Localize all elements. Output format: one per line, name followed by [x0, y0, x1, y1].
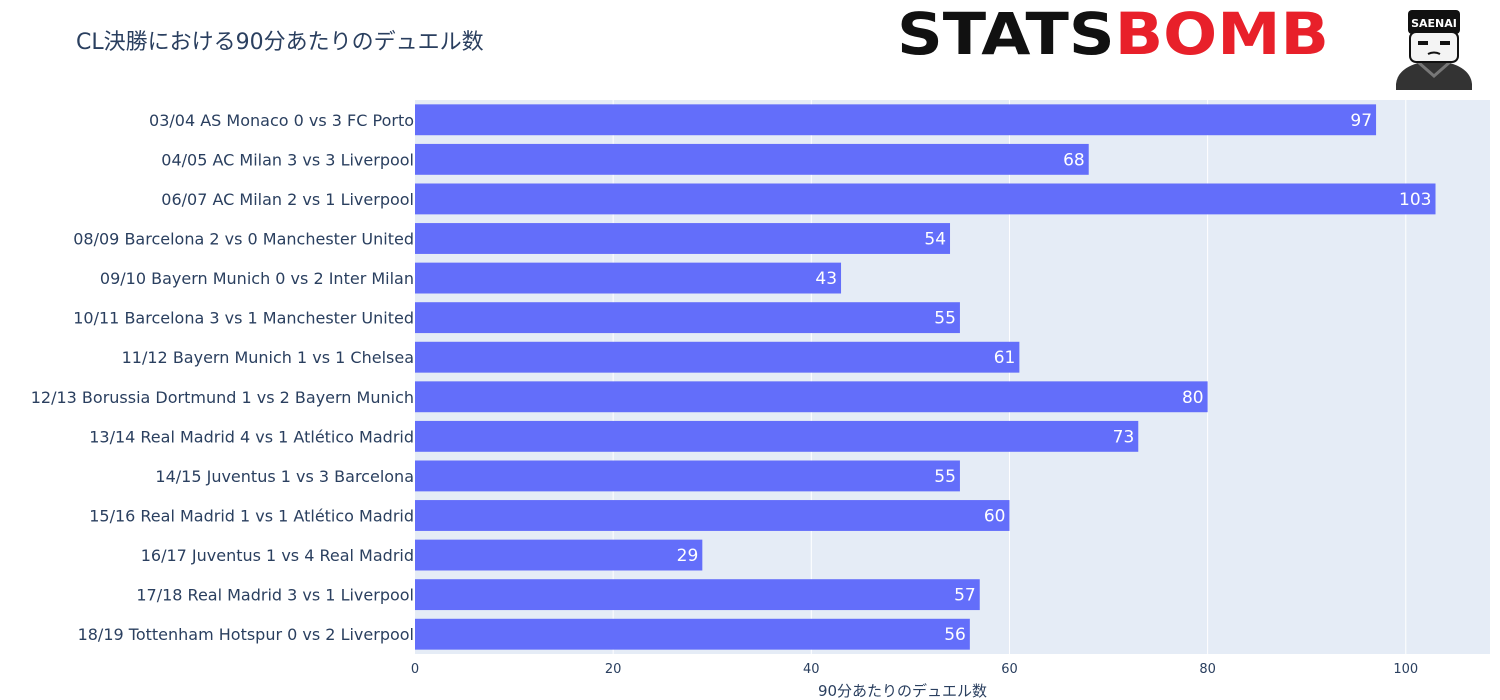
bar: [415, 302, 960, 334]
saenai-logo: SAENAI: [1396, 10, 1472, 90]
category-label: 06/07 AC Milan 2 vs 1 Liverpool: [161, 190, 414, 209]
chart-title: CL決勝における90分あたりのデュエル数: [76, 30, 484, 55]
x-tick-label: 60: [1001, 662, 1018, 677]
category-label: 11/12 Bayern Munich 1 vs 1 Chelsea: [122, 348, 414, 367]
category-label: 14/15 Juventus 1 vs 3 Barcelona: [155, 467, 414, 486]
bar-value-label: 68: [1063, 150, 1085, 170]
bar: [415, 223, 951, 254]
saenai-logo-text: SAENAI: [1411, 17, 1457, 30]
bar: [415, 460, 960, 492]
bar-value-label: 80: [1182, 388, 1204, 408]
plot-background: [415, 100, 1490, 654]
category-label: 03/04 AS Monaco 0 vs 3 FC Porto: [149, 111, 414, 130]
x-tick-label: 80: [1199, 662, 1216, 677]
bar: [415, 381, 1208, 413]
bar-value-label: 103: [1399, 190, 1431, 210]
bar: [415, 420, 1139, 452]
bar: [415, 618, 970, 650]
bar-value-label: 60: [984, 507, 1006, 527]
bar-value-label: 29: [677, 546, 699, 566]
category-label: 09/10 Bayern Munich 0 vs 2 Inter Milan: [100, 269, 414, 288]
category-labels: 03/04 AS Monaco 0 vs 3 FC Porto 04/05 AC …: [31, 111, 414, 644]
category-label: 15/16 Real Madrid 1 vs 1 Atlético Madrid: [89, 507, 414, 526]
category-label: 12/13 Borussia Dortmund 1 vs 2 Bayern Mu…: [31, 388, 414, 407]
category-label: 10/11 Barcelona 3 vs 1 Manchester United: [73, 309, 414, 328]
bar: [415, 143, 1089, 175]
category-label: 04/05 AC Milan 3 vs 3 Liverpool: [161, 150, 414, 169]
x-axis-title: 90分あたりのデュエル数: [818, 682, 987, 700]
bar-value-label: 56: [944, 625, 966, 645]
category-label: 13/14 Real Madrid 4 vs 1 Atlético Madrid: [89, 427, 414, 446]
category-label: 18/19 Tottenham Hotspur 0 vs 2 Liverpool: [78, 625, 414, 644]
bar-value-label: 55: [934, 467, 956, 487]
bar-value-label: 73: [1113, 427, 1135, 447]
x-tick-label: 40: [803, 662, 820, 677]
x-tick-labels: 0 20 40 60 80 100: [411, 662, 1418, 677]
bar: [415, 104, 1377, 136]
bar-value-label: 55: [934, 309, 956, 329]
bars: 97 68 103 54 43 55 61 80 73 55 60 29 57 56: [415, 104, 1436, 650]
category-label: 17/18 Real Madrid 3 vs 1 Liverpool: [136, 586, 414, 605]
bar: [415, 262, 842, 294]
category-label: 16/17 Juventus 1 vs 4 Real Madrid: [141, 546, 414, 565]
x-tick-label: 0: [411, 662, 419, 677]
bar: [415, 183, 1436, 215]
x-tick-label: 20: [605, 662, 622, 677]
bar-value-label: 61: [994, 348, 1016, 368]
bar: [415, 500, 1010, 531]
bar-value-label: 43: [815, 269, 837, 289]
bar-value-label: 54: [924, 230, 946, 250]
bar-value-label: 57: [954, 586, 976, 606]
statsbomb-logo: STATS BOMB: [897, 2, 1329, 64]
bar: [415, 539, 703, 571]
bar: [415, 341, 1020, 373]
bar-value-label: 97: [1350, 111, 1372, 131]
x-tick-label: 100: [1393, 662, 1418, 677]
bar: [415, 579, 980, 611]
category-label: 08/09 Barcelona 2 vs 0 Manchester United: [73, 230, 414, 249]
